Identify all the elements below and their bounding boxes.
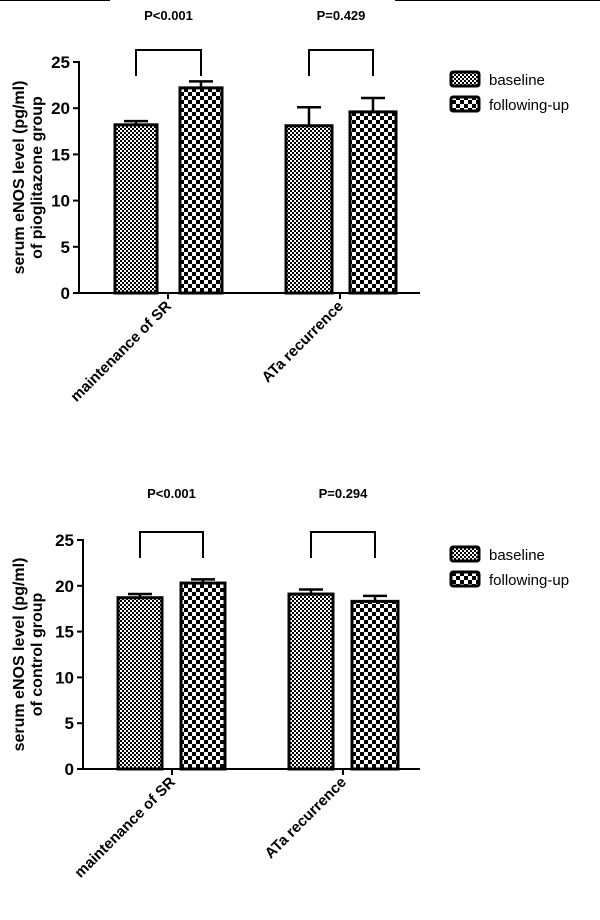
p-value-annotation: P<0.001 <box>147 486 196 501</box>
legend-swatch-baseline <box>449 545 481 563</box>
y-tick-label: 15 <box>51 145 70 164</box>
bar-following-up <box>179 581 227 771</box>
significance-bracket <box>139 531 204 558</box>
bar-baseline <box>287 592 335 771</box>
bar-baseline <box>116 596 164 771</box>
legend-label: following-up <box>489 97 569 114</box>
legend-label: baseline <box>489 547 545 564</box>
y-tick-label: 10 <box>51 192 70 211</box>
bar-baseline <box>284 124 334 295</box>
p-value-annotation: P<0.001 <box>144 8 193 23</box>
bar-following-up <box>348 110 398 295</box>
legend-swatch-following-up <box>449 95 481 113</box>
significance-bracket <box>135 49 202 76</box>
x-tick-label: maintenance of SR <box>67 298 175 406</box>
y-tick-label: 5 <box>65 714 74 733</box>
legend-label: following-up <box>489 572 569 589</box>
y-tick-label: 25 <box>51 53 70 72</box>
legend-label: baseline <box>489 72 545 89</box>
legend-swatch-following-up <box>449 570 481 588</box>
y-tick-label: 10 <box>55 668 74 687</box>
legend-swatch-baseline <box>449 70 481 88</box>
bar-baseline <box>113 123 159 295</box>
y-axis-label: serum eNOS level (pg/ml) <box>11 81 28 275</box>
significance-bracket <box>308 49 374 76</box>
y-tick-label: 0 <box>61 284 70 303</box>
y-tick-label: 25 <box>55 531 74 550</box>
y-axis-label: of control group <box>29 593 46 717</box>
bar-following-up <box>178 86 224 295</box>
y-axis-label: serum eNOS level (pg/ml) <box>11 558 28 752</box>
y-tick-label: 20 <box>51 99 70 118</box>
y-tick-label: 0 <box>65 760 74 779</box>
x-tick-label: ATa recurrence <box>259 298 347 386</box>
chart-1: serum eNOS level (pg/ml) of pioglitazone … <box>11 8 569 405</box>
chart-2: serum eNOS level (pg/ml) of control group… <box>11 486 569 881</box>
y-tick-label: 5 <box>61 238 70 257</box>
bar-following-up <box>350 599 400 771</box>
y-tick-label: 20 <box>55 577 74 596</box>
y-tick-label: 15 <box>55 623 74 642</box>
significance-bracket <box>310 531 376 558</box>
x-tick-label: ATa recurrence <box>262 774 350 862</box>
p-value-annotation: P=0.429 <box>317 8 366 23</box>
p-value-annotation: P=0.294 <box>319 486 369 501</box>
y-axis-label: of pioglitazone group <box>29 96 46 259</box>
x-tick-label: maintenance of SR <box>71 774 179 882</box>
